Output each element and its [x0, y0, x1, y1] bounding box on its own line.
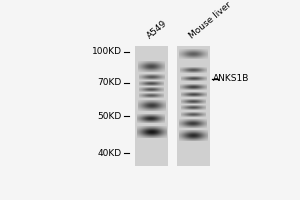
- Text: A549: A549: [146, 19, 169, 41]
- Text: 40KD: 40KD: [98, 149, 122, 158]
- Text: Mouse liver: Mouse liver: [188, 1, 233, 41]
- Text: 50KD: 50KD: [98, 112, 122, 121]
- Text: ANKS1B: ANKS1B: [213, 74, 249, 83]
- Bar: [135, 46, 168, 166]
- Text: 70KD: 70KD: [98, 78, 122, 87]
- Bar: [177, 46, 210, 166]
- Text: 100KD: 100KD: [92, 47, 122, 56]
